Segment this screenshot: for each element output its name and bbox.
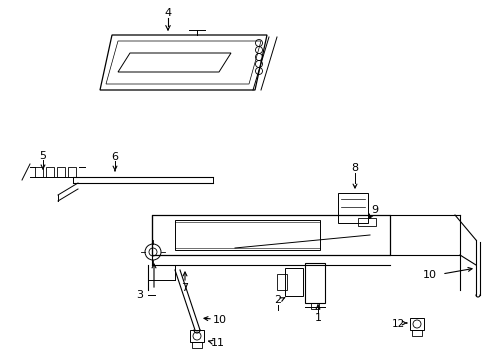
Bar: [409, 318, 423, 330]
Bar: [35, 167, 43, 177]
Bar: [411, 330, 421, 336]
Bar: [285, 268, 303, 296]
Bar: [276, 274, 286, 290]
Bar: [68, 167, 76, 177]
Text: 5: 5: [40, 151, 46, 161]
Bar: [305, 263, 325, 303]
Bar: [57, 167, 65, 177]
Text: 12: 12: [390, 319, 404, 329]
Text: 11: 11: [210, 338, 224, 348]
Text: 8: 8: [351, 163, 358, 173]
Text: 1: 1: [314, 313, 321, 323]
Bar: [310, 303, 318, 309]
Text: 4: 4: [164, 8, 171, 18]
Text: 10: 10: [422, 270, 436, 280]
Text: 7: 7: [181, 283, 188, 293]
Text: 2: 2: [274, 295, 281, 305]
Bar: [337, 193, 367, 223]
Text: 10: 10: [213, 315, 226, 325]
Bar: [192, 342, 202, 348]
Bar: [190, 330, 203, 342]
Text: 6: 6: [111, 152, 118, 162]
Text: 9: 9: [371, 205, 378, 215]
Bar: [46, 167, 54, 177]
Text: 3: 3: [136, 290, 143, 300]
Bar: [357, 218, 375, 226]
